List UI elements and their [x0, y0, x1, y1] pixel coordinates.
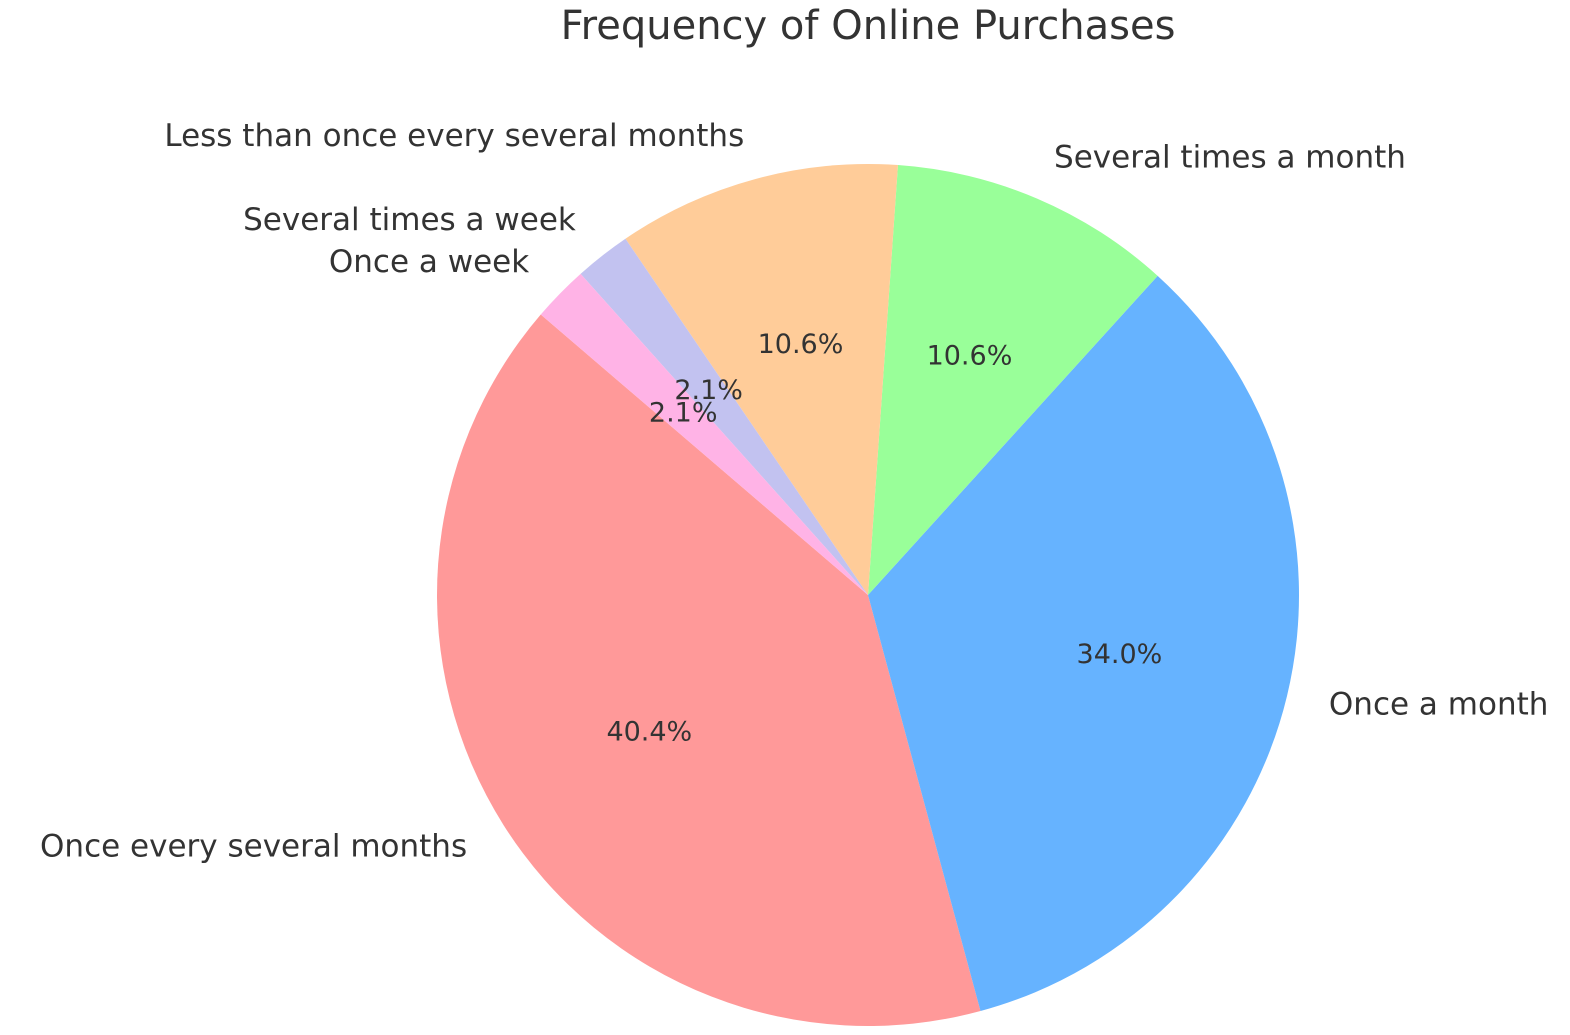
slice-label: Once a month [1329, 687, 1548, 723]
chart-title: Frequency of Online Purchases [561, 3, 1176, 49]
value-label: 10.6% [758, 329, 844, 360]
value-label: 40.4% [606, 717, 692, 748]
pie-wedge [868, 165, 1158, 595]
pie-wedge [625, 163, 898, 595]
value-label: 10.6% [927, 341, 1013, 372]
slice-label: Once every several months [40, 829, 467, 865]
slice-label: Less than once every several months [164, 118, 744, 154]
pie-wedge [540, 273, 868, 595]
pie-wedge [868, 275, 1299, 1012]
slice-label: Several times a month [1054, 139, 1406, 175]
value-label: 2.1% [649, 398, 718, 429]
slice-label: Once a week [329, 244, 529, 280]
pie-wedge [580, 238, 868, 596]
pie-wedge [437, 314, 981, 1026]
value-label: 34.0% [1077, 639, 1163, 670]
value-label: 2.1% [674, 375, 743, 406]
slice-label: Several times a week [243, 202, 576, 238]
